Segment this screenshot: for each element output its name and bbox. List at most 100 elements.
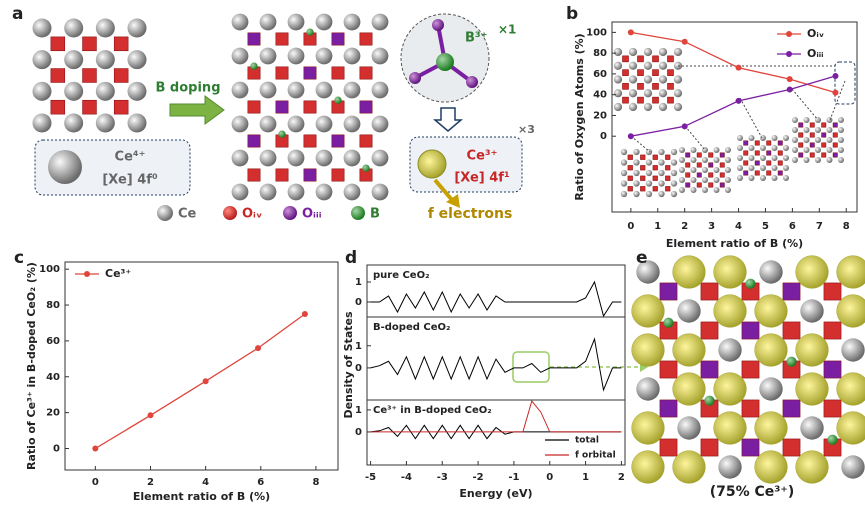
f-cloud bbox=[631, 333, 665, 367]
y-tick-label: 40 bbox=[46, 372, 60, 383]
o-site bbox=[622, 69, 629, 76]
o-site bbox=[331, 32, 345, 46]
doping-label: B doping bbox=[156, 81, 221, 96]
ce-atom bbox=[628, 89, 638, 98]
connector bbox=[829, 80, 846, 121]
ce-atom bbox=[259, 115, 277, 133]
y-axis-label: Ratio of Oxygen Atoms (%) bbox=[573, 33, 586, 200]
y-tick-label: 0 bbox=[355, 363, 362, 374]
o-site bbox=[50, 99, 66, 115]
x-axis-label: Element ratio of B (%) bbox=[666, 237, 803, 250]
marker bbox=[681, 123, 688, 130]
o-site bbox=[832, 132, 838, 138]
ce-atom bbox=[32, 50, 52, 70]
x-tick-label: -3 bbox=[437, 472, 448, 483]
o-site bbox=[113, 99, 129, 115]
ce-atom bbox=[645, 159, 653, 166]
o-site bbox=[821, 132, 827, 138]
ce-atom bbox=[127, 81, 147, 101]
ce-atom bbox=[803, 127, 810, 133]
ce-atom bbox=[658, 169, 665, 177]
y-axis-label: Ratio of Ce³⁺ in B-doped CeO₂ (%) bbox=[25, 262, 38, 470]
f-cloud bbox=[754, 411, 788, 445]
ce-atom bbox=[792, 137, 798, 143]
x-tick-label: 0 bbox=[627, 221, 634, 232]
ce-atom bbox=[673, 89, 683, 98]
ce-atom bbox=[725, 177, 731, 183]
ce-atom bbox=[718, 455, 742, 479]
ce-atom bbox=[713, 167, 720, 173]
o-site bbox=[659, 399, 678, 418]
ce-atom bbox=[670, 180, 678, 187]
ce-atom bbox=[841, 338, 865, 362]
ce3-sphere bbox=[417, 149, 447, 179]
ce-atom bbox=[838, 137, 844, 143]
o-site bbox=[627, 175, 633, 181]
legend-swatch bbox=[223, 206, 237, 220]
o-site bbox=[303, 66, 317, 80]
ce-atom bbox=[343, 149, 361, 167]
o-site bbox=[809, 122, 815, 128]
panel-annotation: B-doped CeO₂ bbox=[373, 322, 450, 333]
crystal bbox=[32, 18, 147, 133]
o-site bbox=[832, 122, 838, 128]
x-tick-label: 8 bbox=[312, 477, 319, 488]
crystal bbox=[679, 147, 731, 193]
b-atom bbox=[704, 395, 715, 406]
ce-atom bbox=[633, 190, 640, 198]
ce-atom bbox=[287, 149, 305, 167]
o-site bbox=[719, 162, 725, 168]
ce3-count: ×3 bbox=[518, 123, 535, 136]
y-tick-label: 60 bbox=[46, 336, 60, 347]
ce-atom bbox=[613, 47, 623, 57]
marker bbox=[147, 412, 154, 419]
legend-label: Ce bbox=[178, 207, 197, 222]
ce-atom bbox=[800, 299, 824, 323]
o-site bbox=[622, 83, 629, 90]
ce-atom bbox=[287, 47, 305, 65]
ce-atom bbox=[760, 145, 766, 151]
b-atom bbox=[334, 96, 342, 104]
o-site bbox=[766, 170, 772, 176]
f-cloud bbox=[672, 372, 706, 406]
b-atom bbox=[250, 62, 258, 70]
ce-atom bbox=[771, 155, 778, 161]
ce4-label: Ce⁴⁺ bbox=[115, 150, 146, 165]
o-site bbox=[809, 152, 815, 158]
o-site bbox=[113, 68, 129, 83]
ce-atom bbox=[95, 81, 115, 101]
o-site bbox=[782, 282, 801, 301]
o-site bbox=[331, 134, 345, 148]
ce-atom bbox=[643, 61, 653, 70]
b-atom bbox=[827, 434, 838, 445]
ce-atom bbox=[633, 169, 640, 177]
o-site bbox=[708, 162, 714, 168]
ce-atom bbox=[771, 145, 778, 151]
connector bbox=[739, 97, 763, 139]
ce-atom bbox=[658, 180, 665, 187]
ce-atom bbox=[690, 177, 697, 183]
o-site bbox=[665, 165, 671, 171]
legend-swatch bbox=[351, 206, 365, 220]
ce-atom bbox=[771, 135, 778, 141]
ce-atom bbox=[231, 13, 249, 31]
ce-atom bbox=[613, 89, 623, 98]
marker bbox=[832, 89, 839, 96]
ce-atom bbox=[371, 47, 389, 65]
f-cloud bbox=[795, 333, 829, 367]
x-tick-label: 6 bbox=[257, 477, 264, 488]
o-site bbox=[798, 122, 804, 128]
b-atom bbox=[663, 317, 674, 328]
f-cloud bbox=[754, 450, 788, 484]
o-site bbox=[247, 32, 261, 46]
x-tick-label: -5 bbox=[365, 472, 376, 483]
f-cloud bbox=[672, 333, 706, 367]
ce-atom bbox=[826, 137, 833, 143]
ce-atom bbox=[371, 13, 389, 31]
f-cloud bbox=[631, 411, 665, 445]
ce-atom bbox=[838, 127, 844, 133]
ce-atom bbox=[702, 167, 708, 173]
caption: (75% Ce³⁺) bbox=[710, 484, 794, 500]
crystal bbox=[737, 135, 789, 181]
panel-label: b bbox=[566, 4, 578, 24]
